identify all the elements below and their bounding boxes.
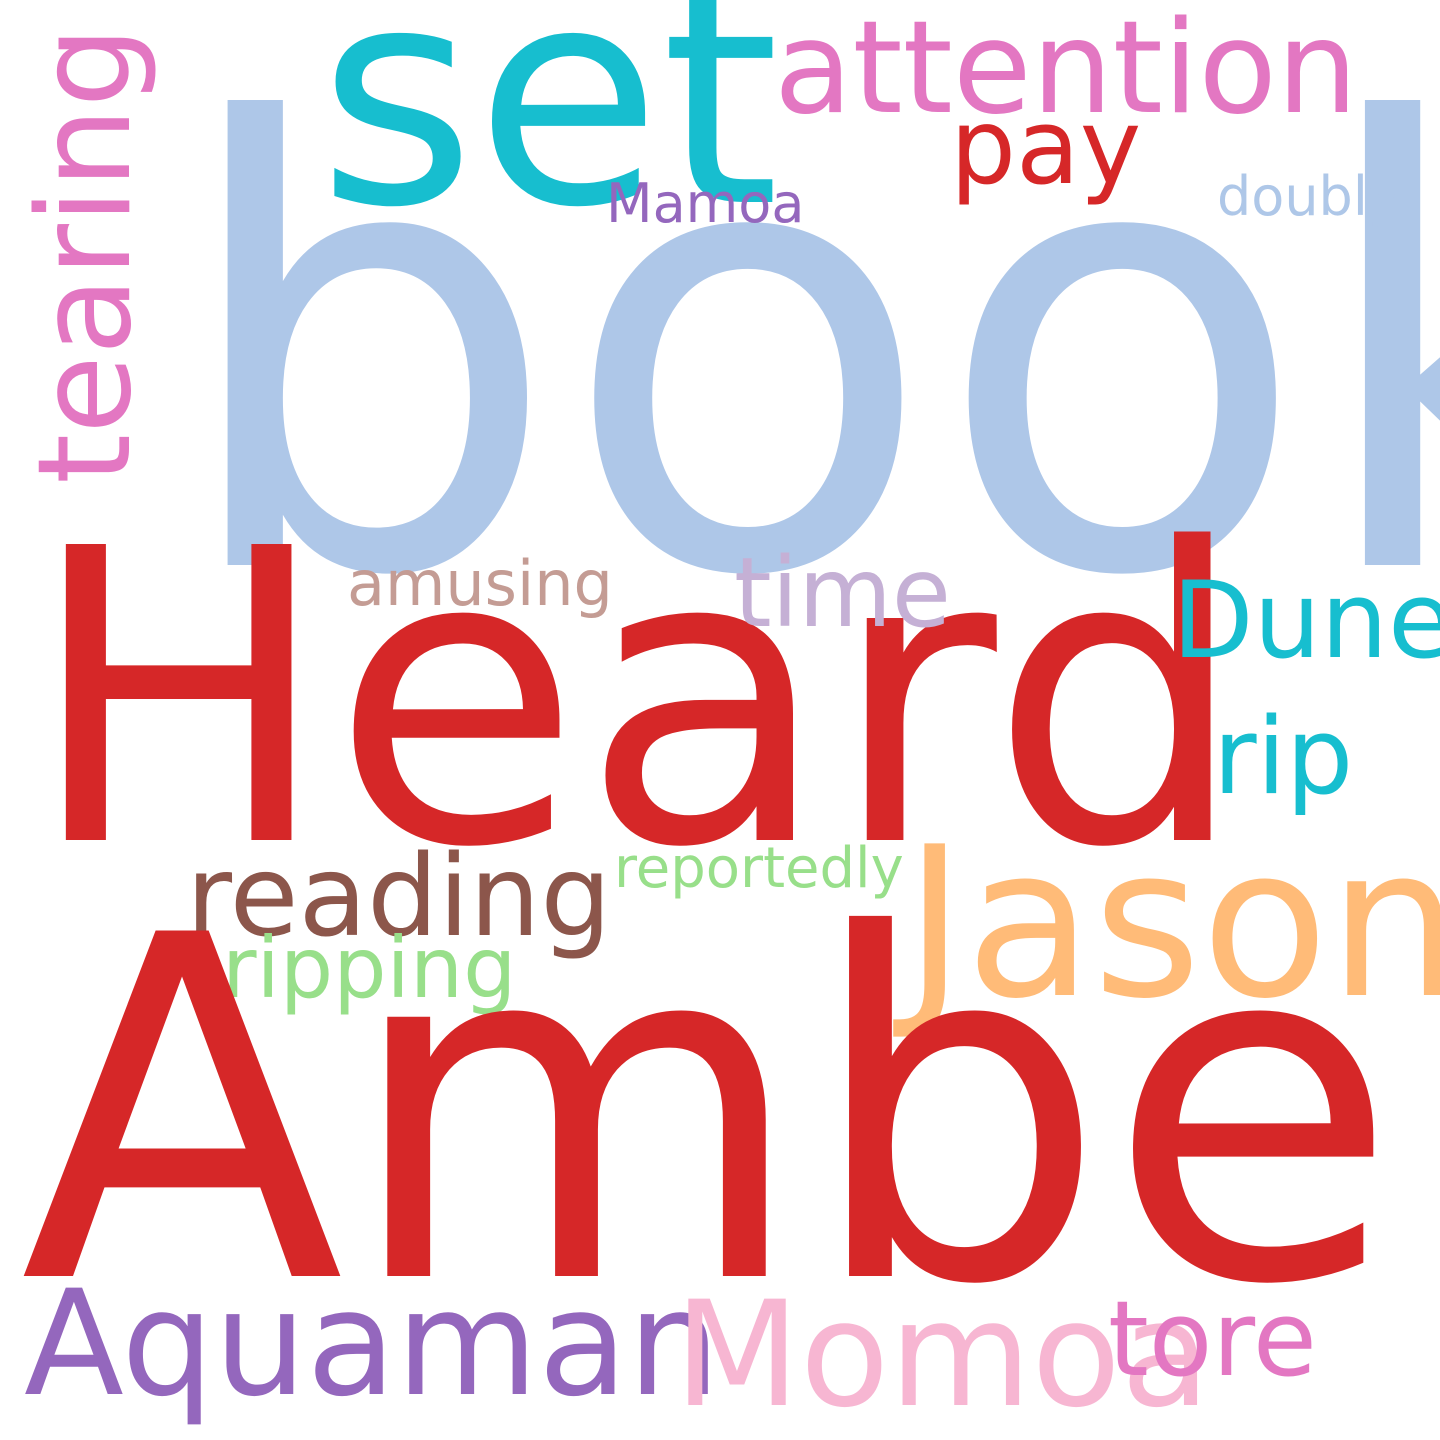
word-mamoa: Mamoa [606, 172, 805, 235]
word-reading: reading [186, 832, 612, 962]
word-rip: rip [1213, 695, 1354, 818]
word-book: book [172, 0, 1440, 710]
word-amusing: amusing [347, 547, 613, 620]
word-reportedly: reportedly [614, 836, 904, 901]
word-attention: attention [774, 0, 1358, 143]
word-time: time [734, 537, 951, 649]
word-dune: Dune [1172, 559, 1440, 682]
word-doubly: doubly [1217, 165, 1400, 228]
word-momoa: Momoa [674, 1270, 1211, 1440]
word-jason: Jason [904, 803, 1440, 1045]
word-tearing: tearing [11, 26, 160, 484]
word-aquaman: Aquaman [24, 1259, 721, 1429]
word-set: set [318, 0, 780, 274]
word-ripping: ripping [222, 919, 517, 1017]
word-amber: Amber [20, 836, 1440, 1388]
word-pay: pay [950, 86, 1142, 208]
word-tore: tore [1108, 1278, 1317, 1400]
word-heard: Heard [26, 463, 1248, 936]
